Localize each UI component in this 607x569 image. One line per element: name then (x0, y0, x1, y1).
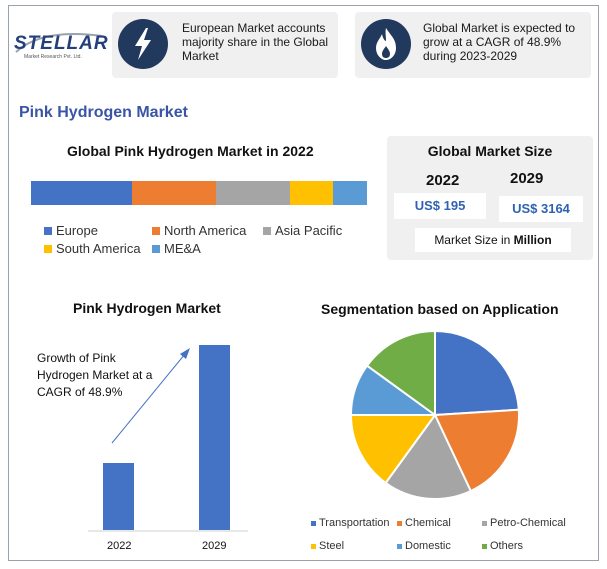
pie-slice-transportation (434, 329, 520, 417)
pie-legend-others: Others (482, 540, 523, 552)
pie-slice-chemical (433, 408, 520, 493)
pie-legend-chemical: Chemical (397, 517, 451, 529)
legend-label: South America (56, 241, 141, 256)
pie-legend-domestic: Domestic (397, 540, 451, 552)
legend-swatch (152, 244, 160, 253)
stack-segment-north-america (131, 181, 216, 205)
info-icon-circle (361, 19, 411, 69)
legend-item-north-america: North America (152, 223, 246, 238)
legend-swatch (482, 543, 487, 549)
pie-legend-steel: Steel (311, 540, 344, 552)
legend-label: Transportation (319, 517, 390, 529)
stack-segment-asia-pacific (215, 181, 290, 205)
company-logo: STELLAR Market Research Pvt. Ltd. (12, 14, 109, 72)
stacked-region-bar (31, 181, 367, 205)
legend-label: North America (164, 223, 247, 238)
legend-label: ME&A (164, 241, 201, 256)
unit-bold: Million (513, 233, 552, 247)
market-size-unit: Market Size in Million (415, 228, 571, 252)
legend-swatch (44, 226, 52, 235)
legend-swatch (263, 226, 271, 235)
market-size-title: Global Market Size (427, 143, 553, 159)
logo-swoosh-icon (15, 33, 103, 53)
legend-swatch (397, 520, 402, 526)
growth-bar-2022 (103, 463, 134, 530)
legend-swatch (44, 244, 52, 253)
legend-item-south-america: South America (44, 241, 141, 256)
year-2029-label: 2029 (510, 170, 544, 187)
logo-name: STELLAR (14, 33, 109, 54)
legend-label: Europe (56, 223, 98, 238)
legend-label: Steel (319, 540, 345, 552)
page-title: Pink Hydrogen Market (19, 104, 188, 121)
legend-swatch (311, 543, 316, 549)
infographic-frame (8, 5, 599, 561)
legend-swatch (397, 543, 402, 549)
pie-legend-petro-chemical: Petro-Chemical (482, 517, 566, 529)
pie-slice-petro-chemical (384, 413, 473, 500)
growth-arrow (111, 348, 190, 444)
x-tick-2022: 2022 (107, 540, 132, 552)
info-card-text: European Market accounts majority share … (182, 21, 329, 63)
growth-bar-2029 (199, 345, 230, 530)
lightning-icon (135, 28, 151, 60)
pie-slice-others (365, 329, 436, 417)
legend-label: Petro-Chemical (490, 517, 566, 529)
legend-label: Others (490, 540, 524, 552)
stack-segment-south-america (289, 181, 334, 205)
legend-swatch (311, 520, 316, 526)
info-card-text: Global Market is expected to grow at a C… (423, 21, 576, 63)
stacked-chart-title: Global Pink Hydrogen Market in 2022 (67, 143, 314, 159)
legend-item-mea: ME&A (152, 241, 201, 256)
info-card-europe: European Market accounts majority share … (112, 12, 338, 78)
legend-swatch (152, 226, 160, 235)
pie-slice-steel (349, 414, 437, 485)
legend-item-europe: Europe (44, 223, 98, 238)
legend-label: Domestic (405, 540, 451, 552)
growth-axis (88, 530, 248, 532)
growth-annotation: Growth of Pink Hydrogen Market at a CAGR… (37, 351, 153, 399)
info-card-cagr: Global Market is expected to grow at a C… (355, 12, 591, 78)
x-tick-2029: 2029 (202, 540, 227, 552)
legend-item-asia-pacific: Asia Pacific (263, 223, 342, 238)
stack-segment-europe (31, 181, 132, 205)
flame-icon (376, 28, 396, 60)
info-icon-circle (118, 19, 168, 69)
legend-swatch (482, 520, 487, 526)
year-2022-label: 2022 (426, 172, 460, 189)
growth-chart-title: Pink Hydrogen Market (73, 300, 221, 316)
unit-prefix: Market Size in (434, 233, 514, 247)
application-pie-chart (349, 329, 520, 500)
legend-label: Asia Pacific (275, 223, 343, 238)
stack-segment-me-a (333, 181, 367, 205)
value-2022: US$ 195 (394, 193, 486, 219)
pie-legend-transportation: Transportation (311, 517, 390, 529)
market-size-panel: Global Market Size 2022 2029 US$ 195 US$… (387, 136, 593, 260)
pie-chart-title: Segmentation based on Application (321, 301, 559, 317)
legend-label: Chemical (405, 517, 451, 529)
logo-tagline: Market Research Pvt. Ltd. (24, 54, 82, 60)
value-2029: US$ 3164 (499, 196, 583, 222)
